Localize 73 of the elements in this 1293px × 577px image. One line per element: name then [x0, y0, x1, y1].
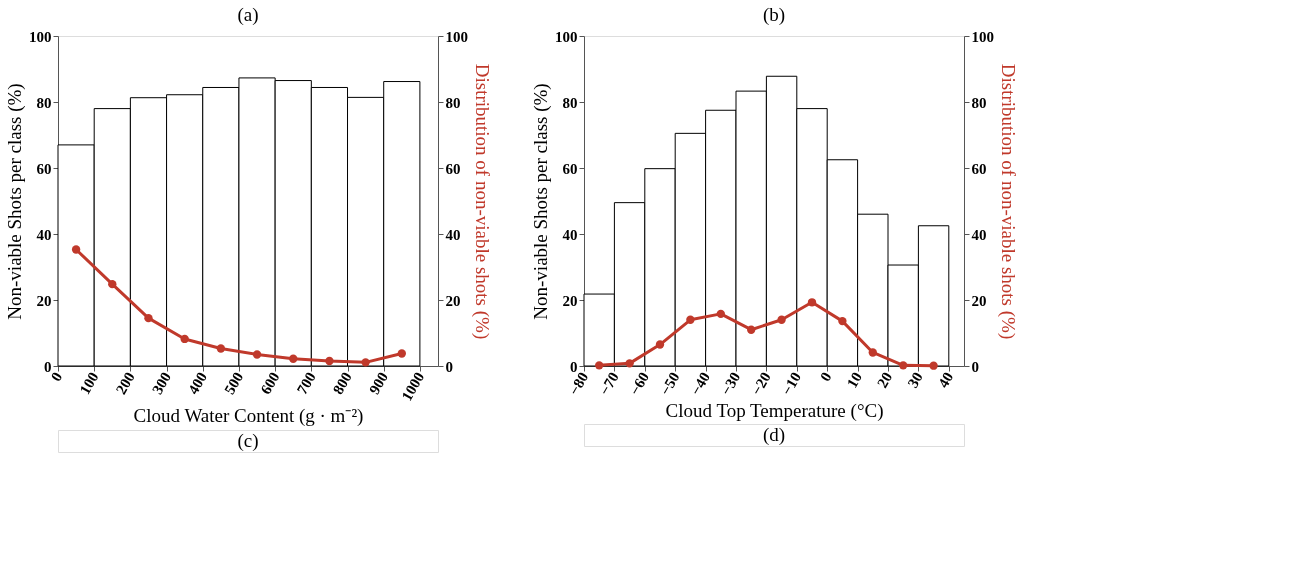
x-tick-label: 20	[874, 369, 896, 391]
y2-tick-label: 20	[445, 292, 461, 309]
y-tick-label: 100	[555, 28, 578, 45]
x-tick-label: 100	[76, 369, 102, 397]
point	[929, 361, 938, 370]
x-tick-label: 700	[293, 369, 319, 397]
x-tick-label: −30	[717, 369, 744, 398]
x-tick-label: 0	[817, 369, 835, 384]
y-tick-label: 20	[562, 292, 578, 309]
chart-title: (b)	[762, 4, 786, 26]
x-tick-label: 40	[934, 369, 957, 391]
y-tick-label: 80	[562, 94, 578, 111]
point	[716, 309, 725, 319]
y2-tick-label: 40	[445, 226, 461, 243]
text: (c)	[237, 430, 259, 452]
y2-tick-label: 80	[971, 94, 987, 111]
point	[747, 325, 756, 334]
y-tick-label: 40	[562, 226, 578, 243]
text: (d)	[762, 424, 786, 446]
y-tick-label: 20	[36, 292, 52, 309]
point	[838, 316, 847, 326]
x-tick-label: −40	[687, 369, 714, 398]
x-tick-label: 300	[148, 369, 174, 397]
y2-tick-label: 100	[971, 28, 994, 45]
point	[361, 358, 370, 367]
x-tick-label: −70	[596, 369, 622, 398]
point	[216, 344, 226, 353]
point	[144, 313, 153, 323]
y2-tick-label: 80	[445, 94, 461, 111]
point	[289, 354, 298, 363]
point	[625, 359, 634, 368]
point	[180, 334, 189, 344]
y-tick-label: 80	[36, 94, 52, 111]
x-tick-label: −20	[748, 369, 774, 398]
y-axis-title: Non-viable Shots per class (%)	[530, 83, 552, 320]
point	[397, 349, 406, 358]
x-tick-label: 30	[904, 369, 926, 391]
x-tick-label: −50	[656, 369, 683, 398]
point	[108, 279, 117, 289]
y2-tick-label: 20	[971, 292, 987, 309]
y2-axis-title: Distribution of non-viable shots (%)	[471, 63, 493, 340]
y-axis-title: Non-viable Shots per class (%)	[4, 83, 26, 320]
point	[655, 340, 665, 349]
point	[595, 361, 604, 370]
y-tick-label: 40	[36, 226, 52, 243]
y2-tick-label: 60	[971, 160, 987, 177]
point	[868, 348, 877, 357]
x-tick-label: −60	[626, 369, 653, 398]
point	[807, 298, 817, 307]
x-tick-label: 200	[112, 369, 138, 397]
x-tick-label: 10	[843, 369, 866, 391]
x-tick-label: 900	[366, 369, 392, 397]
x-axis-title: Cloud Top Temperature (°C)	[665, 399, 884, 422]
y2-tick-label: 40	[971, 226, 987, 243]
point	[71, 245, 81, 254]
x-axis-title: Cloud Water Content (g · m⁻²)	[133, 405, 364, 428]
x-tick-label: 600	[257, 369, 283, 397]
point	[325, 356, 334, 366]
y-tick-label: 60	[562, 160, 578, 177]
point	[686, 315, 695, 324]
y-tick-label: 60	[36, 160, 52, 177]
x-tick-label: −10	[778, 369, 805, 398]
point	[899, 361, 908, 370]
y2-axis-title: Distribution of non-viable shots (%)	[997, 63, 1019, 340]
x-tick-label: 500	[221, 369, 247, 397]
y2-tick-label: 60	[445, 160, 461, 177]
x-tick-label: 400	[185, 369, 211, 397]
chart-title: (a)	[237, 4, 259, 26]
y-tick-label: 100	[29, 28, 52, 45]
point	[252, 350, 262, 359]
y2-tick-label: 100	[445, 28, 468, 45]
point	[777, 315, 786, 324]
x-tick-label: 800	[329, 369, 355, 397]
